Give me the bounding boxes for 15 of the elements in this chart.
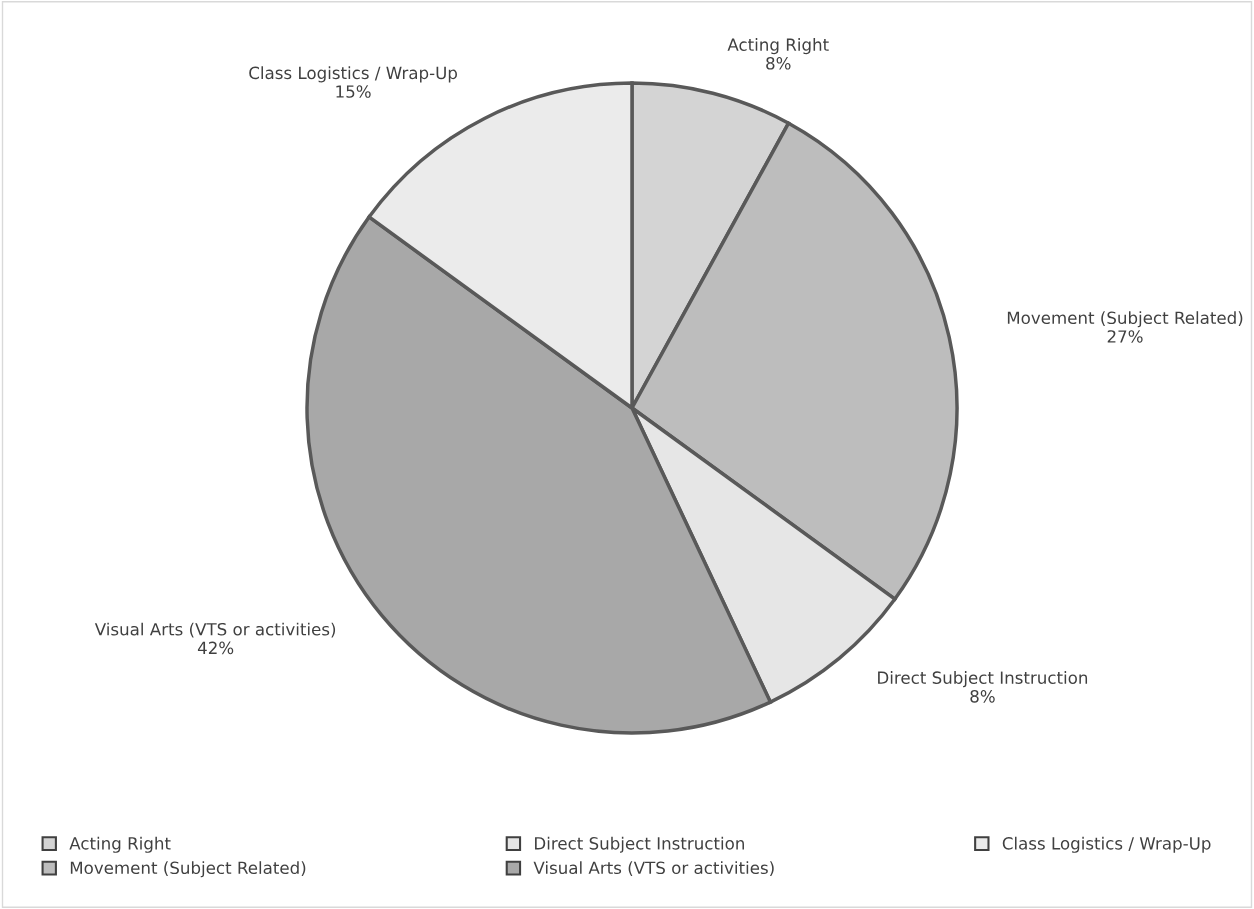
slice-label: Direct Subject Instruction <box>878 671 1088 688</box>
data-label: 8% <box>766 57 791 70</box>
legend-label: Class Logistics / Wrap-Up <box>1002 836 1211 853</box>
legend-label: Visual Arts (VTS or activities) <box>533 861 774 877</box>
data-label: 42% <box>197 641 234 655</box>
legend-label: Acting Right <box>69 836 171 853</box>
data-label: 27% <box>1107 330 1143 343</box>
slice-label: Class Logistics / Wrap-Up <box>249 66 457 83</box>
slice-label: Acting Right <box>727 38 829 55</box>
data-label: 8% <box>970 690 995 703</box>
slice-label: Visual Arts (VTS or activities) <box>94 622 336 638</box>
legend-label: Movement (Subject Related) <box>70 861 306 878</box>
slice-label: Movement (Subject Related) <box>1007 311 1243 328</box>
data-label: 15% <box>336 85 371 98</box>
legend-label: Direct Subject Instruction <box>535 836 744 853</box>
